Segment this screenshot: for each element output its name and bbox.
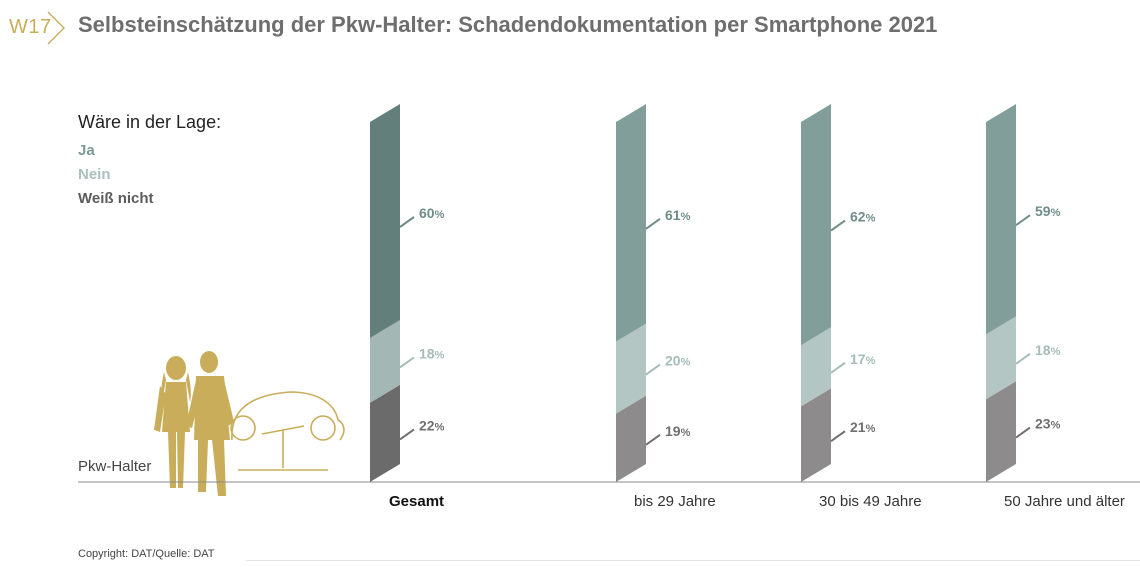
copyright-note: Copyright: DAT/Quelle: DAT (78, 548, 215, 560)
footer-divider (246, 560, 1140, 561)
legend-item-ja: Ja (78, 142, 95, 159)
value-label-nein: 20% (665, 353, 691, 369)
bar-segment-weiss (616, 395, 646, 482)
chevron-right-icon (47, 11, 65, 45)
value-leader-line (830, 430, 846, 443)
page-title: Selbsteinschätzung der Pkw-Halter: Schad… (78, 12, 938, 37)
value-leader-line (399, 356, 415, 369)
legend: Wäre in der Lage: Ja Nein Weiß nicht (78, 112, 221, 211)
badge-label: W17 (9, 16, 52, 38)
value-leader-line (645, 217, 661, 230)
value-label-ja: 59% (1035, 203, 1061, 219)
category-label: bis 29 Jahre (634, 493, 716, 510)
value-leader-line (399, 216, 415, 228)
legend-title: Wäre in der Lage: (78, 112, 222, 132)
value-leader-line (645, 363, 661, 376)
value-leader-line (1015, 214, 1031, 227)
value-leader-line (399, 428, 415, 441)
baseline-label: Pkw-Halter (78, 458, 152, 475)
value-label-nein: 18% (1035, 342, 1061, 358)
bar-segment-nein (616, 323, 646, 414)
bar-segment-weiss (370, 384, 400, 482)
man-silhouette-icon (186, 351, 234, 496)
bar-segment-nein (370, 320, 400, 403)
bar-segment-nein (986, 316, 1016, 400)
bar-segment-ja (370, 104, 400, 338)
value-label-ja: 61% (665, 207, 691, 223)
bar-segment-ja (986, 104, 1016, 335)
legend-item-weiss-nicht: Weiß nicht (78, 190, 154, 207)
car-outline-icon (230, 391, 345, 471)
couple-car-illustration (154, 351, 345, 496)
category-label: 30 bis 49 Jahre (819, 493, 922, 510)
header: W17 Selbsteinschätzung der Pkw-Halter: S… (0, 0, 1140, 56)
woman-silhouette-icon (154, 356, 191, 488)
bar-segment-weiss (801, 388, 831, 482)
value-label-ja: 60% (419, 205, 445, 221)
value-label-weiss: 22% (419, 417, 445, 433)
category-label: 50 Jahre und älter (1004, 493, 1125, 510)
value-leader-line (645, 433, 661, 446)
value-label-weiss: 23% (1035, 416, 1061, 432)
bar-segment-nein (801, 327, 831, 407)
chart-number-badge: W17 (6, 11, 65, 45)
value-label-weiss: 21% (850, 419, 876, 435)
value-label-nein: 17% (850, 351, 876, 367)
legend-item-nein: Nein (78, 166, 111, 183)
bar-segment-weiss (986, 381, 1016, 482)
value-leader-line (830, 219, 846, 232)
category-label: Gesamt (389, 493, 444, 510)
bars-group: 22% 18% 60% Gesamt 19% 20% 61% bis 29 Jahre 21% 1… (370, 104, 1125, 510)
value-leader-line (830, 361, 846, 374)
bar-segment-ja (801, 104, 831, 346)
bar-segment-ja (616, 104, 646, 342)
value-label-nein: 18% (419, 345, 445, 361)
value-label-ja: 62% (850, 209, 876, 225)
value-leader-line (1015, 426, 1031, 439)
value-label-weiss: 19% (665, 423, 691, 439)
value-leader-line (1015, 352, 1031, 365)
